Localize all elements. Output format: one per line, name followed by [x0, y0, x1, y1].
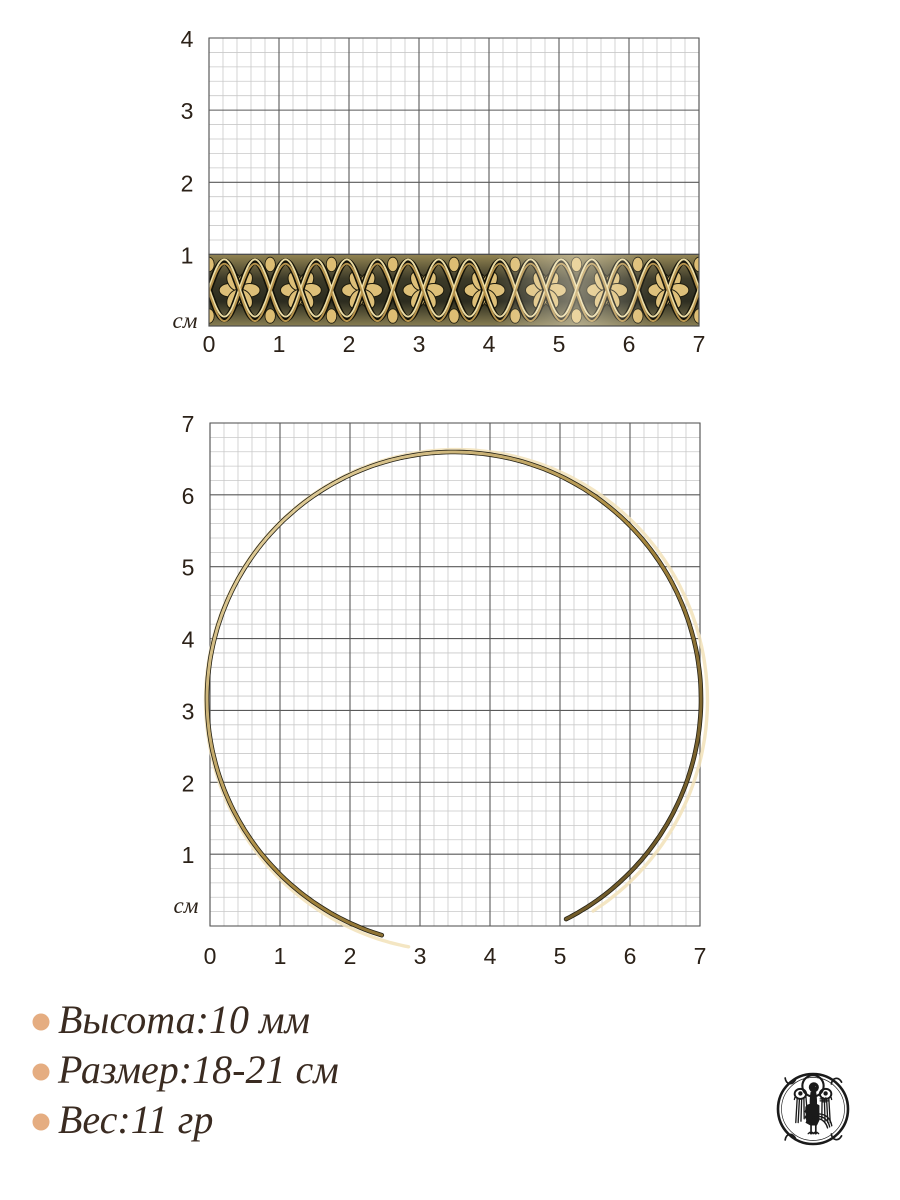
svg-text:0: 0 [203, 331, 216, 357]
svg-text:6: 6 [624, 943, 637, 969]
svg-text:Размер:18-21 см: Размер:18-21 см [57, 1047, 339, 1092]
svg-text:5: 5 [554, 943, 567, 969]
svg-text:6: 6 [623, 331, 636, 357]
svg-text:см: см [174, 893, 199, 918]
svg-text:5: 5 [553, 331, 566, 357]
svg-text:1: 1 [182, 842, 195, 868]
svg-text:3: 3 [414, 943, 427, 969]
svg-text:Вес:11 гр: Вес:11 гр [58, 1097, 213, 1142]
svg-text:0: 0 [204, 943, 217, 969]
svg-text:5: 5 [182, 555, 195, 581]
svg-text:2: 2 [181, 170, 194, 196]
svg-text:1: 1 [273, 331, 286, 357]
svg-text:3: 3 [413, 331, 426, 357]
svg-text:3: 3 [182, 698, 195, 724]
svg-text:4: 4 [483, 331, 496, 357]
svg-text:6: 6 [182, 483, 195, 509]
svg-text:7: 7 [694, 943, 707, 969]
svg-text:Высота:10 мм: Высота:10 мм [58, 997, 310, 1042]
svg-text:4: 4 [182, 627, 195, 653]
svg-text:см: см [173, 308, 198, 333]
svg-text:4: 4 [181, 26, 194, 52]
svg-text:7: 7 [693, 331, 706, 357]
svg-text:1: 1 [181, 242, 194, 268]
svg-text:4: 4 [484, 943, 497, 969]
svg-text:2: 2 [343, 331, 356, 357]
svg-text:3: 3 [181, 98, 194, 124]
svg-text:1: 1 [274, 943, 287, 969]
svg-text:2: 2 [344, 943, 357, 969]
svg-text:7: 7 [182, 411, 195, 437]
svg-text:2: 2 [182, 770, 195, 796]
